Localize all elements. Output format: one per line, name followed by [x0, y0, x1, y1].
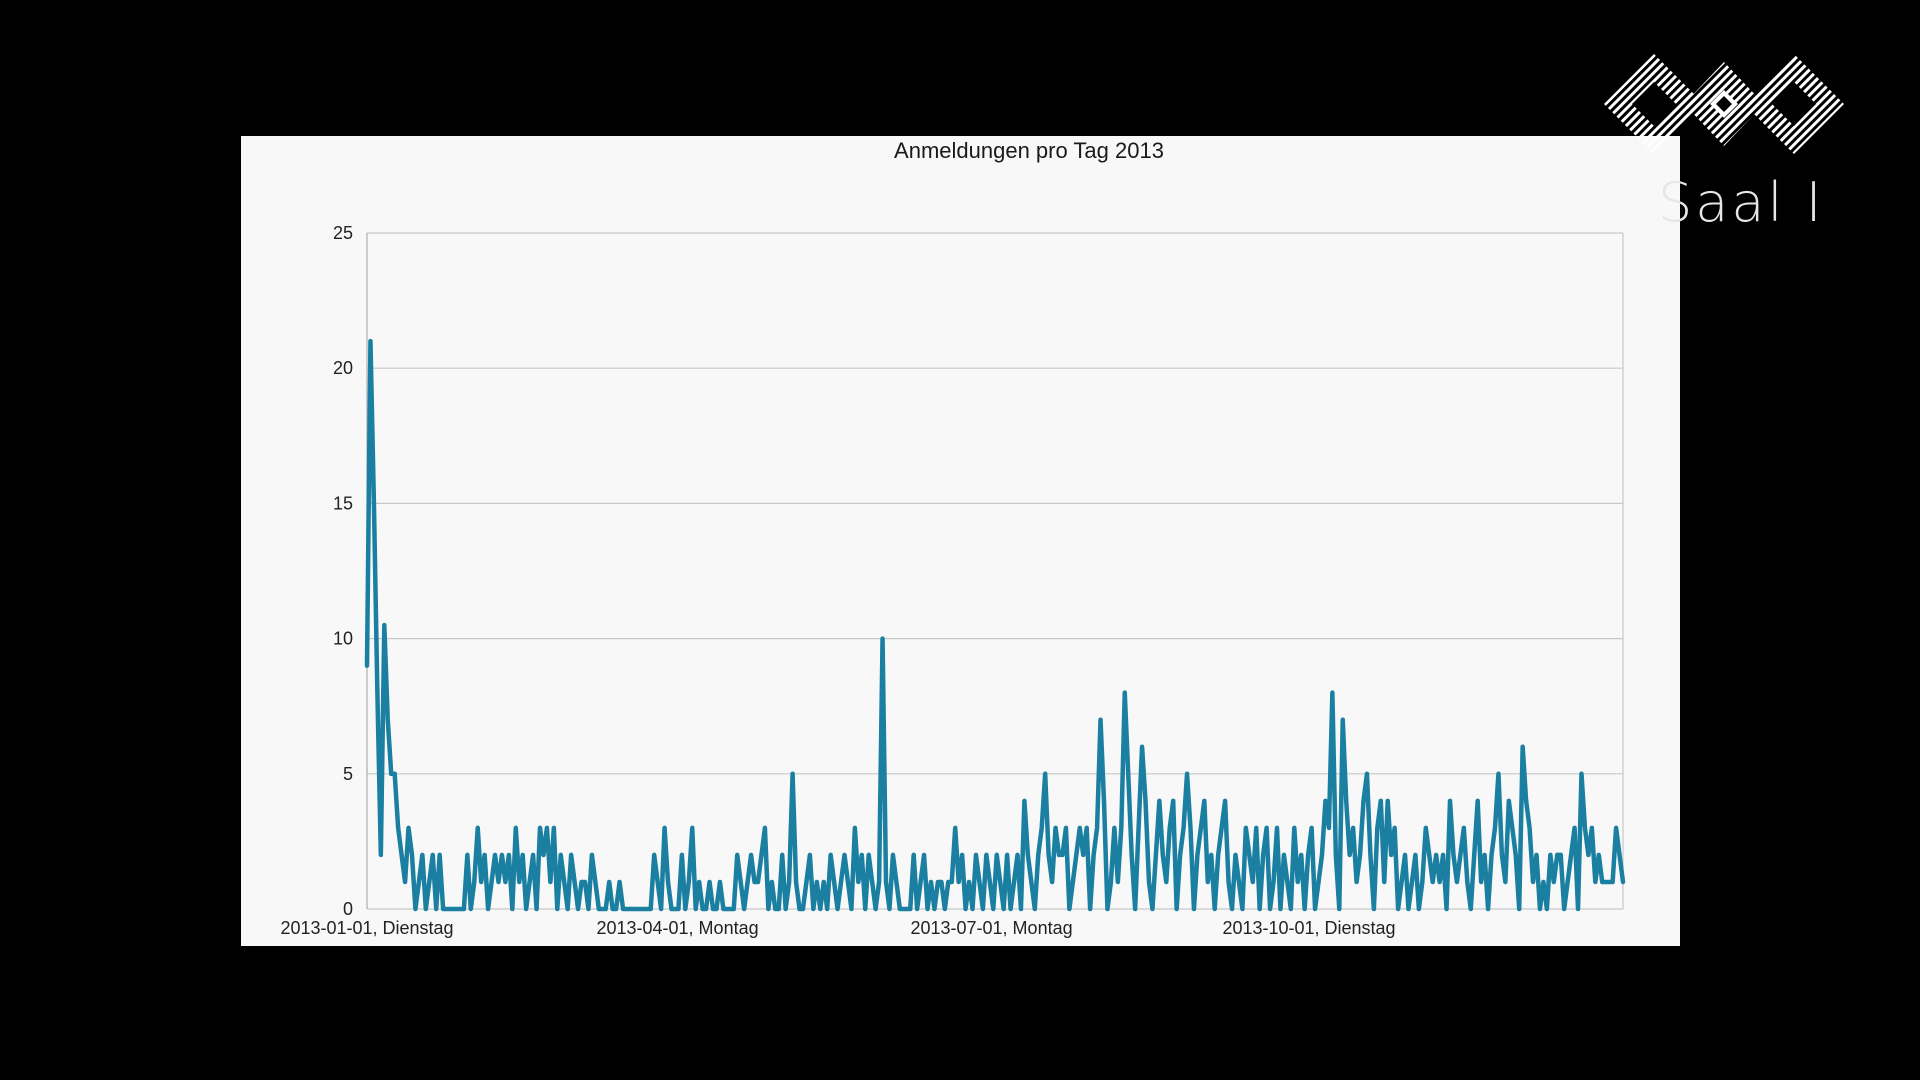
y-tick-label: 0	[343, 899, 353, 919]
chart-panel: 0 5 10 15 20 25 2013-01-01, Dienstag 2013-04-0…	[241, 136, 1680, 946]
y-tick-label: 15	[333, 493, 353, 513]
y-axis-ticks: 0 5 10 15 20 25	[333, 223, 353, 919]
series-layer	[364, 338, 1626, 912]
x-tick-label: 2013-01-01, Dienstag	[280, 918, 453, 938]
gridlines	[366, 232, 1624, 910]
y-tick-label: 25	[333, 223, 353, 243]
y-tick-label: 10	[333, 629, 353, 649]
y-tick-label: 20	[333, 358, 353, 378]
conference-logo-icon	[1604, 54, 1844, 154]
chart-title: Anmeldungen pro Tag 2013	[894, 138, 1164, 163]
x-tick-label: 2013-04-01, Montag	[596, 918, 758, 938]
line-chart: 0 5 10 15 20 25 2013-01-01, Dienstag 2013-04-0…	[280, 138, 1626, 938]
x-axis-ticks: 2013-01-01, Dienstag 2013-04-01, Montag 20…	[280, 918, 1395, 938]
y-tick-label: 5	[343, 764, 353, 784]
room-label: Saal I	[1658, 171, 1825, 234]
x-tick-label: 2013-07-01, Montag	[910, 918, 1072, 938]
x-tick-label: 2013-10-01, Dienstag	[1222, 918, 1395, 938]
series-line	[364, 338, 1626, 912]
